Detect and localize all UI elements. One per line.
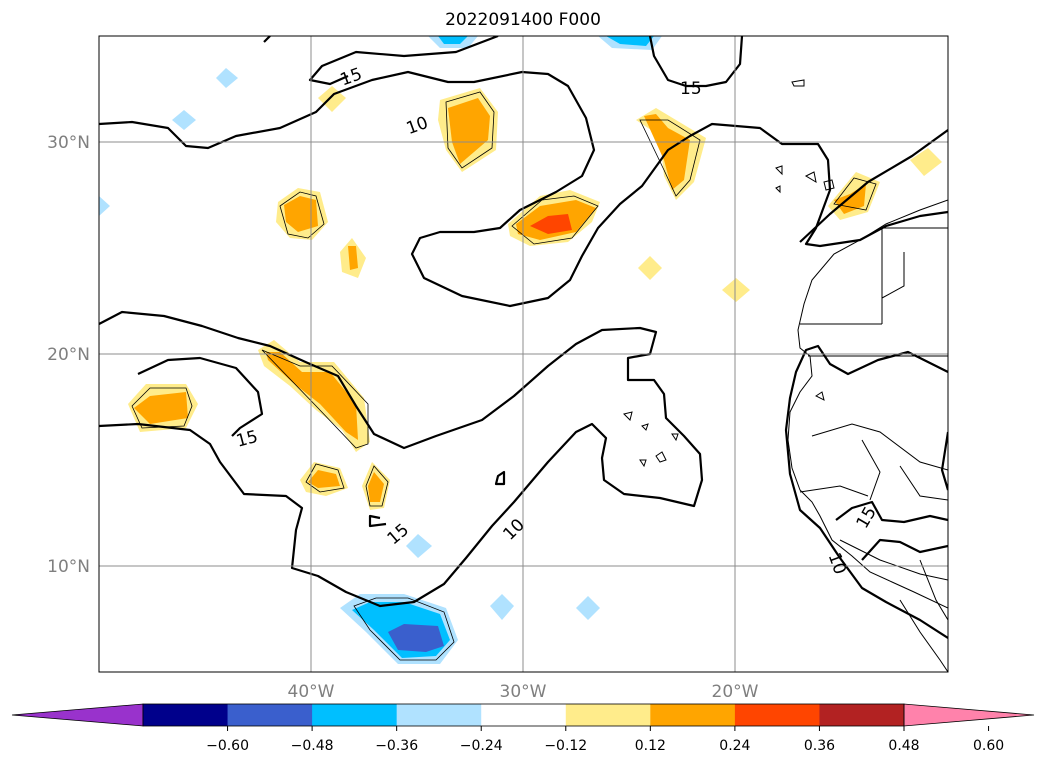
fill-negative-region [576, 596, 600, 620]
fill-positive-region [284, 196, 318, 232]
fill-positive-region [368, 472, 384, 502]
colorbar-segment [143, 704, 229, 726]
colorbar-segment [312, 704, 398, 726]
colorbar-frame [142, 703, 905, 727]
contour-line [940, 431, 948, 491]
colorbar-segment [819, 704, 905, 726]
fill-negative-region [606, 36, 654, 46]
contour-label: 15 [680, 79, 702, 99]
lon-label-30w: 30°W [500, 682, 547, 702]
contour-line [861, 538, 948, 561]
lon-labels: 40°W 30°W 20°W [288, 682, 759, 702]
lat-label-20n: 20°N [47, 345, 90, 365]
map-title: 2022091400 F000 [445, 10, 601, 30]
colorbar-segment [650, 704, 736, 726]
fill-positive-region [530, 214, 572, 234]
colorbar-tick-label: −0.48 [291, 738, 334, 754]
colorbar: −0.60 −0.48 −0.36 −0.24 −0.12 0.12 0.24 0.36 0.4… [11, 703, 1035, 754]
lat-label-10n: 10°N [47, 557, 90, 577]
contour-lines [99, 36, 948, 639]
contour-line [835, 500, 948, 524]
contour-label: 15 [338, 64, 365, 90]
fill-positive-region [910, 148, 942, 176]
colorbar-tick-label: −0.36 [375, 738, 418, 754]
contour-labels: 15 10 15 15 10 15 15 10 [234, 64, 881, 577]
fill-positive-region [318, 86, 346, 112]
fill-negative-region [406, 534, 432, 558]
gridlines [99, 36, 948, 672]
fill-positive-region [348, 246, 358, 270]
colorbar-extend-min [11, 703, 144, 727]
fill-negative-region [438, 36, 468, 44]
colorbar-tick-label: −0.60 [206, 738, 249, 754]
contour-line [784, 344, 948, 639]
colorbar-extend-max [903, 703, 1035, 727]
contour-line [137, 356, 264, 437]
contour-line [308, 36, 499, 86]
anomaly-fills [99, 36, 942, 664]
plot-frame [98, 35, 949, 673]
lon-label-20w: 20°W [712, 682, 759, 702]
colorbar-tick-label: 0.24 [719, 738, 750, 754]
fill-negative-region [172, 110, 196, 130]
colorbar-tick-label: 0.36 [804, 738, 835, 754]
colorbar-tick-label: 0.60 [973, 738, 1004, 754]
colorbar-tick-label: −0.24 [460, 738, 503, 754]
fill-positive-region [722, 278, 750, 302]
contour-line [648, 36, 744, 88]
contour-line [263, 36, 271, 43]
plot-area: 15 10 15 15 10 15 15 10 [99, 36, 948, 672]
contour-line [99, 70, 948, 308]
contour-label: 10 [499, 515, 528, 544]
coastlines [623, 79, 948, 672]
fill-negative-region [99, 196, 110, 216]
contour-label: 15 [234, 427, 260, 452]
lon-label-40w: 40°W [288, 682, 335, 702]
colorbar-tick-label: 0.12 [635, 738, 666, 754]
fill-negative-region [388, 624, 444, 652]
fill-positive-region [134, 392, 188, 424]
colorbar-segment [396, 704, 482, 726]
colorbar-segment [734, 704, 820, 726]
contour-label: 15 [853, 503, 881, 532]
fill-positive-region [638, 256, 662, 280]
fill-positive-region [448, 98, 490, 164]
fill-negative-region [216, 68, 238, 88]
colorbar-segment [565, 704, 651, 726]
contour-label: 10 [824, 550, 850, 577]
lat-label-30n: 30°N [47, 133, 90, 153]
contour-line [799, 129, 948, 243]
colorbar-segment [227, 704, 313, 726]
fill-positive-region [308, 470, 340, 488]
fill-negative-region [490, 594, 514, 620]
contour-line [368, 514, 387, 528]
fill-positive-region [266, 352, 358, 440]
contour-line [494, 470, 506, 486]
colorbar-segment [481, 704, 567, 726]
colorbar-tick-label: 0.48 [888, 738, 919, 754]
colorbar-tick-label: −0.12 [544, 738, 587, 754]
contour-label: 10 [404, 113, 431, 139]
contour-line [99, 310, 704, 608]
lat-labels: 30°N 20°N 10°N [47, 133, 90, 577]
